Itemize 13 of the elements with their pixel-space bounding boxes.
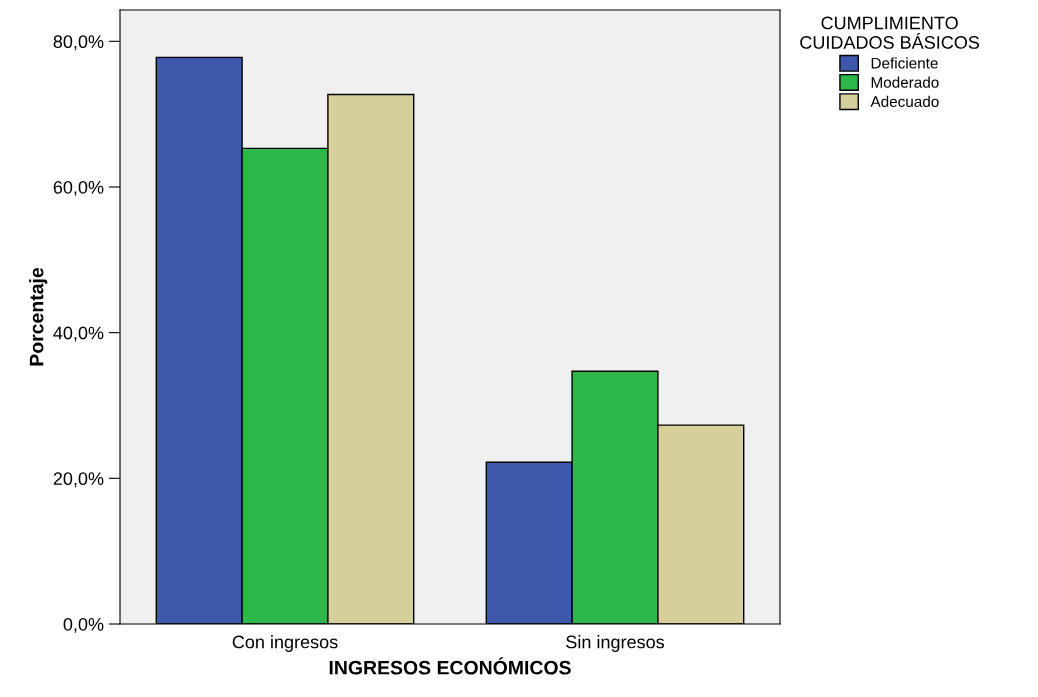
x-axis-title: INGRESOS ECONÓMICOS xyxy=(329,657,571,675)
legend-title: CUMPLIMIENTO CUIDADOS BÁSICOS xyxy=(800,16,980,49)
y-tick-label: 60,0% xyxy=(53,180,104,196)
legend-label: Adecuado xyxy=(870,95,939,108)
y-tick-label: 20,0% xyxy=(53,472,104,488)
legend-label: Deficiente xyxy=(871,57,938,69)
x-tick-label: Con ingresos xyxy=(232,635,338,652)
y-tick-label: 40,0% xyxy=(53,326,104,342)
x-tick-label: Sin ingresos xyxy=(566,635,665,652)
y-tick-label: 80,0% xyxy=(53,35,104,51)
y-axis-title: Porcentaje xyxy=(29,267,48,366)
legend-label: Moderado xyxy=(871,76,939,88)
y-tick-label: 0,0% xyxy=(63,617,104,633)
